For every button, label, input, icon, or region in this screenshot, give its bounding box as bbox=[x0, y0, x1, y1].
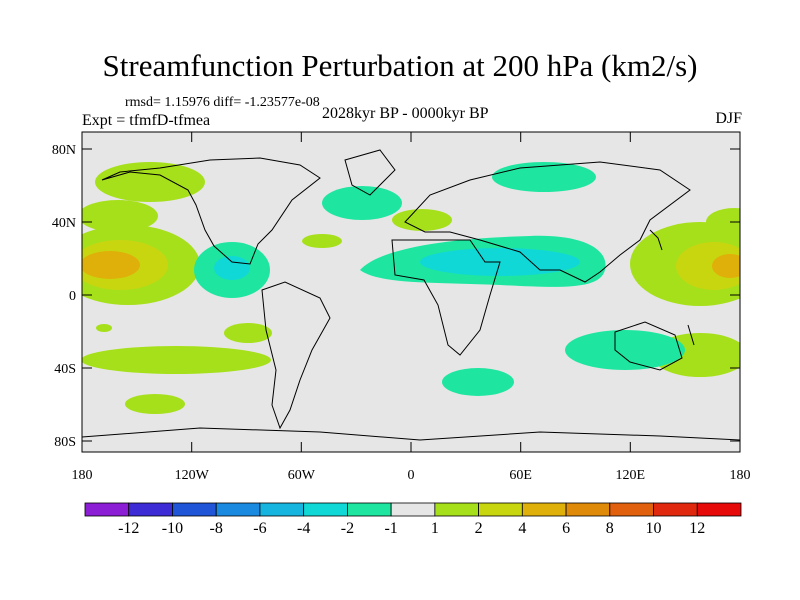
colorbar-label: -12 bbox=[118, 520, 139, 537]
season-label: DJF bbox=[715, 110, 742, 127]
colorbar-swatch bbox=[521, 502, 567, 517]
colorbar-label: 10 bbox=[646, 520, 662, 537]
colorbar-swatch bbox=[565, 502, 611, 517]
colorbar-swatch bbox=[478, 502, 523, 517]
colorbar-swatch bbox=[653, 502, 698, 517]
period-label: 2028kyr BP - 0000kyr BP bbox=[322, 105, 489, 122]
lat-labels: 80N 40N 0 40S 80S bbox=[52, 143, 76, 450]
lat-label: 0 bbox=[69, 289, 76, 304]
colorbar-label: 2 bbox=[475, 520, 483, 537]
colorbar-label: 12 bbox=[689, 520, 705, 537]
colorbar-label: 6 bbox=[562, 520, 570, 537]
contour-fields bbox=[82, 149, 740, 441]
colorbar-label: -6 bbox=[253, 520, 266, 537]
lat-label: 80N bbox=[52, 143, 76, 158]
colorbar-swatch bbox=[303, 502, 348, 517]
colorbar-label: -1 bbox=[384, 520, 397, 537]
colorbar-swatch bbox=[259, 502, 305, 517]
colorbar-swatch bbox=[215, 502, 261, 517]
lon-label: 180 bbox=[72, 468, 93, 483]
lat-label: 40N bbox=[52, 216, 76, 231]
lon-label: 60E bbox=[509, 468, 532, 483]
colorbar bbox=[84, 502, 742, 517]
lon-label: 0 bbox=[408, 468, 415, 483]
lon-label: 180 bbox=[730, 468, 751, 483]
colorbar-swatch bbox=[84, 502, 130, 517]
experiment-label: Expt = tfmfD-tfmea bbox=[82, 112, 211, 129]
colorbar-label: 8 bbox=[606, 520, 614, 537]
colorbar-swatch bbox=[128, 502, 173, 517]
colorbar-swatch bbox=[390, 502, 436, 517]
lon-label: 60W bbox=[288, 468, 316, 483]
colorbar-label: 4 bbox=[518, 520, 526, 537]
colorbar-swatch bbox=[609, 502, 654, 517]
colorbar-label: -8 bbox=[210, 520, 223, 537]
stats-text: rmsd= 1.15976 diff= -1.23577e-08 bbox=[125, 95, 320, 110]
colorbar-label: -10 bbox=[162, 520, 183, 537]
colorbar-swatch bbox=[434, 502, 480, 517]
strong-anomaly-regions bbox=[82, 251, 740, 279]
colorbar-label: -4 bbox=[297, 520, 310, 537]
colorbar-label: 1 bbox=[431, 520, 439, 537]
colorbar-swatch bbox=[346, 502, 392, 517]
colorbar-swatch bbox=[172, 502, 217, 517]
colorbar-labels: -12 -10 -8 -6 -4 -2 -1 1 2 4 6 8 10 12 bbox=[118, 520, 705, 537]
axis-ticks bbox=[81, 132, 741, 452]
lon-label: 120E bbox=[616, 468, 646, 483]
coastlines bbox=[82, 149, 740, 441]
page-title: Streamfunction Perturbation at 200 hPa (… bbox=[102, 48, 698, 83]
lat-label: 40S bbox=[54, 362, 76, 377]
lon-label: 120W bbox=[175, 468, 210, 483]
colorbar-swatch bbox=[696, 502, 742, 517]
lon-labels: 180 120W 60W 0 60E 120E 180 bbox=[72, 468, 751, 483]
lat-label: 80S bbox=[54, 435, 76, 450]
colorbar-label: -2 bbox=[341, 520, 354, 537]
